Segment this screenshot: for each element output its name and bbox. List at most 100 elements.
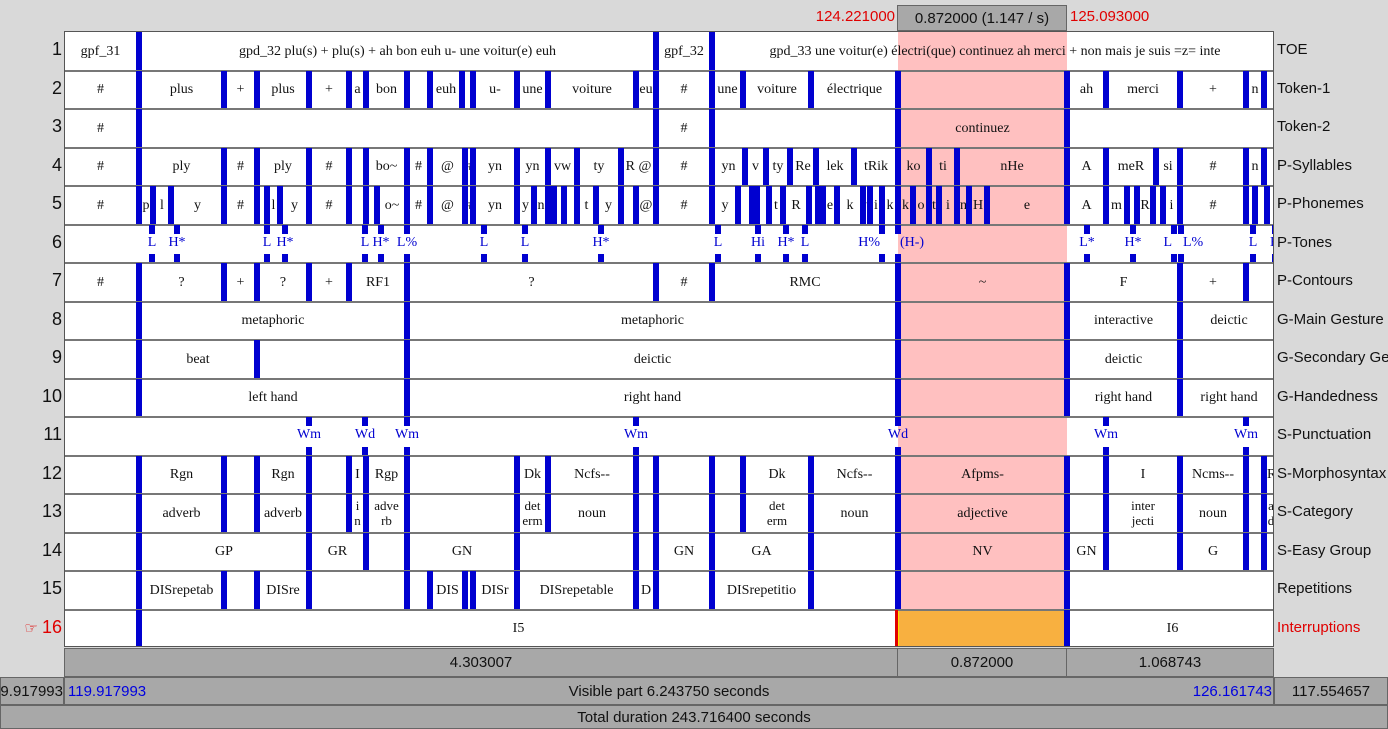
- interval-label[interactable]: DISr: [481, 582, 509, 598]
- interval-label[interactable]: n: [1251, 159, 1259, 175]
- interval-boundary[interactable]: [709, 32, 715, 71]
- right-outside-button[interactable]: 117.554657: [1274, 677, 1388, 705]
- interval-boundary[interactable]: [427, 147, 433, 186]
- interval-boundary[interactable]: [470, 186, 476, 225]
- interval-boundary[interactable]: [404, 455, 410, 494]
- interval-boundary[interactable]: [168, 186, 174, 225]
- interval-label[interactable]: gpd_33 une voitur(e) électri(que) contin…: [769, 43, 1221, 59]
- interval-boundary[interactable]: [1064, 301, 1070, 340]
- interval-boundary[interactable]: [709, 494, 715, 533]
- point-tick[interactable]: [1250, 254, 1256, 263]
- interval-label[interactable]: #: [415, 197, 422, 213]
- point-tick[interactable]: [174, 224, 180, 234]
- interval-label[interactable]: y: [291, 197, 298, 213]
- interval-boundary[interactable]: [346, 70, 352, 109]
- interval-boundary[interactable]: [404, 186, 410, 225]
- interval-label[interactable]: ?: [279, 274, 287, 290]
- tier-number[interactable]: 10: [0, 386, 62, 407]
- interval-label[interactable]: o~: [384, 197, 400, 213]
- interval-label[interactable]: k: [902, 197, 909, 213]
- interval-boundary[interactable]: [1064, 378, 1070, 417]
- interval-label[interactable]: [1249, 456, 1261, 495]
- interval-label[interactable]: continuez: [955, 120, 1010, 136]
- interval-label[interactable]: inter jecti: [1131, 498, 1155, 529]
- point-tick[interactable]: [895, 446, 901, 456]
- interval-label[interactable]: Ncms--: [1192, 467, 1234, 483]
- tier-name[interactable]: P-Syllables: [1277, 156, 1353, 174]
- interval-boundary[interactable]: [306, 532, 312, 571]
- interval-boundary[interactable]: [514, 494, 520, 533]
- point-tick[interactable]: [362, 417, 368, 426]
- interval-label[interactable]: [715, 494, 740, 533]
- interval-boundary[interactable]: [363, 147, 369, 186]
- interval-label[interactable]: GR: [327, 544, 348, 560]
- point-tick[interactable]: [481, 254, 487, 263]
- point-tick[interactable]: [879, 224, 885, 234]
- point-tick[interactable]: [404, 224, 410, 234]
- interval-boundary[interactable]: [221, 147, 227, 186]
- interval-boundary[interactable]: [404, 494, 410, 533]
- interval-boundary[interactable]: [709, 571, 715, 610]
- tier-name[interactable]: S-Morphosyntax: [1277, 464, 1387, 482]
- interval-boundary[interactable]: [806, 186, 812, 225]
- interval-boundary[interactable]: [834, 186, 840, 225]
- interval-label[interactable]: RMC: [789, 274, 821, 290]
- interval-boundary[interactable]: [277, 186, 283, 225]
- interval-boundary[interactable]: [551, 186, 557, 225]
- interval-label[interactable]: deictic: [1104, 351, 1143, 367]
- interval-boundary[interactable]: [926, 186, 932, 225]
- tier-name[interactable]: Repetitions: [1277, 580, 1353, 597]
- interval-boundary[interactable]: [633, 455, 639, 494]
- interval-label[interactable]: ply: [274, 159, 292, 175]
- point-label[interactable]: L*: [1079, 234, 1095, 250]
- interval-label[interactable]: adverb: [263, 505, 303, 521]
- point-tick[interactable]: [1103, 446, 1109, 456]
- active-interval-highlight[interactable]: [898, 609, 1067, 646]
- interval-boundary[interactable]: [1064, 571, 1070, 610]
- interval-label[interactable]: D: [640, 582, 652, 598]
- interval-label[interactable]: [567, 186, 574, 225]
- interval-boundary[interactable]: [1177, 494, 1183, 533]
- interval-label[interactable]: metaphoric: [621, 313, 684, 329]
- interval-label[interactable]: noun: [840, 505, 869, 521]
- interval-label[interactable]: NV: [972, 544, 993, 560]
- interval-boundary[interactable]: [514, 147, 520, 186]
- tier-number[interactable]: 4: [0, 155, 62, 176]
- interval-boundary[interactable]: [404, 147, 410, 186]
- interval-boundary[interactable]: [1177, 186, 1183, 225]
- interval-label[interactable]: #: [97, 159, 104, 175]
- interval-label[interactable]: ah: [1079, 82, 1094, 98]
- interval-boundary[interactable]: [470, 70, 476, 109]
- tier-number[interactable]: 7: [0, 270, 62, 291]
- interval-label[interactable]: noun: [1199, 505, 1227, 521]
- interval-boundary[interactable]: [808, 494, 814, 533]
- interval-boundary[interactable]: [653, 571, 659, 610]
- interval-label[interactable]: v: [752, 159, 759, 175]
- point-tick[interactable]: [362, 254, 368, 263]
- interval-boundary[interactable]: [808, 455, 814, 494]
- interval-boundary[interactable]: [1177, 147, 1183, 186]
- interval-label[interactable]: #: [237, 159, 244, 175]
- interval-label[interactable]: [410, 571, 427, 610]
- point-tick[interactable]: [1178, 224, 1184, 234]
- interval-label[interactable]: si: [1163, 159, 1173, 175]
- interval-boundary[interactable]: [136, 70, 142, 109]
- interval-boundary[interactable]: [254, 455, 260, 494]
- interval-boundary[interactable]: [374, 186, 380, 225]
- interval-boundary[interactable]: [306, 70, 312, 109]
- point-label[interactable]: H: [1270, 235, 1273, 251]
- interval-boundary[interactable]: [653, 186, 659, 225]
- interval-boundary[interactable]: [427, 186, 433, 225]
- interval-label[interactable]: #: [97, 82, 104, 98]
- interval-boundary[interactable]: [136, 378, 142, 417]
- interval-label[interactable]: [901, 302, 1064, 341]
- interval-boundary[interactable]: [545, 186, 551, 225]
- interval-boundary[interactable]: [1064, 109, 1070, 148]
- interval-boundary[interactable]: [1064, 609, 1070, 646]
- selection-duration-box[interactable]: 0.872000 (1.147 / s): [897, 5, 1067, 31]
- interval-label[interactable]: DISrepetab: [149, 582, 214, 598]
- interval-boundary[interactable]: [254, 340, 260, 379]
- interval-boundary[interactable]: [306, 263, 312, 302]
- interval-boundary[interactable]: [1177, 532, 1183, 571]
- interval-label[interactable]: [1270, 186, 1273, 225]
